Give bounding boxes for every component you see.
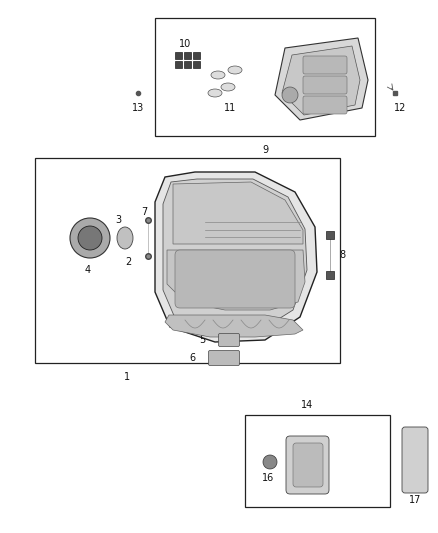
Circle shape [78,226,102,250]
Bar [175,52,182,59]
Ellipse shape [208,89,222,97]
Text: 16: 16 [262,473,274,483]
Text: 8: 8 [339,250,345,260]
Text: 11: 11 [224,103,236,113]
FancyBboxPatch shape [402,427,428,493]
Ellipse shape [117,227,133,249]
Polygon shape [167,250,305,310]
Bar [155,18,375,136]
Text: 12: 12 [394,103,406,113]
Text: 14: 14 [301,400,314,410]
FancyBboxPatch shape [293,443,323,487]
Text: 1: 1 [124,372,131,382]
Ellipse shape [228,66,242,74]
Text: 6: 6 [189,353,195,363]
FancyBboxPatch shape [175,250,295,308]
FancyBboxPatch shape [219,334,240,346]
Text: 9: 9 [262,145,268,155]
Bar [184,52,191,59]
FancyBboxPatch shape [286,436,329,494]
Bar [326,231,334,239]
Text: 17: 17 [409,495,421,505]
Text: 15: 15 [287,473,299,483]
Bar [35,158,340,363]
Bar [193,52,200,59]
Polygon shape [155,172,317,342]
FancyBboxPatch shape [303,56,347,74]
Circle shape [70,218,110,258]
Circle shape [282,87,298,103]
Text: 3: 3 [115,215,121,225]
Polygon shape [282,46,360,115]
Bar [326,271,334,279]
Text: 4: 4 [85,265,91,275]
Text: 7: 7 [141,207,147,217]
Polygon shape [275,38,368,120]
FancyBboxPatch shape [303,96,347,114]
Text: 2: 2 [125,257,131,267]
Ellipse shape [211,71,225,79]
Circle shape [263,455,277,469]
Text: 5: 5 [199,335,205,345]
FancyBboxPatch shape [303,76,347,94]
Text: 13: 13 [132,103,144,113]
Polygon shape [173,182,303,244]
Polygon shape [165,315,303,337]
Bar [175,61,182,68]
FancyBboxPatch shape [208,351,240,366]
Bar [193,61,200,68]
Bar [245,415,390,507]
Ellipse shape [221,83,235,91]
Text: 10: 10 [179,39,191,49]
Polygon shape [163,179,307,332]
Bar [184,61,191,68]
